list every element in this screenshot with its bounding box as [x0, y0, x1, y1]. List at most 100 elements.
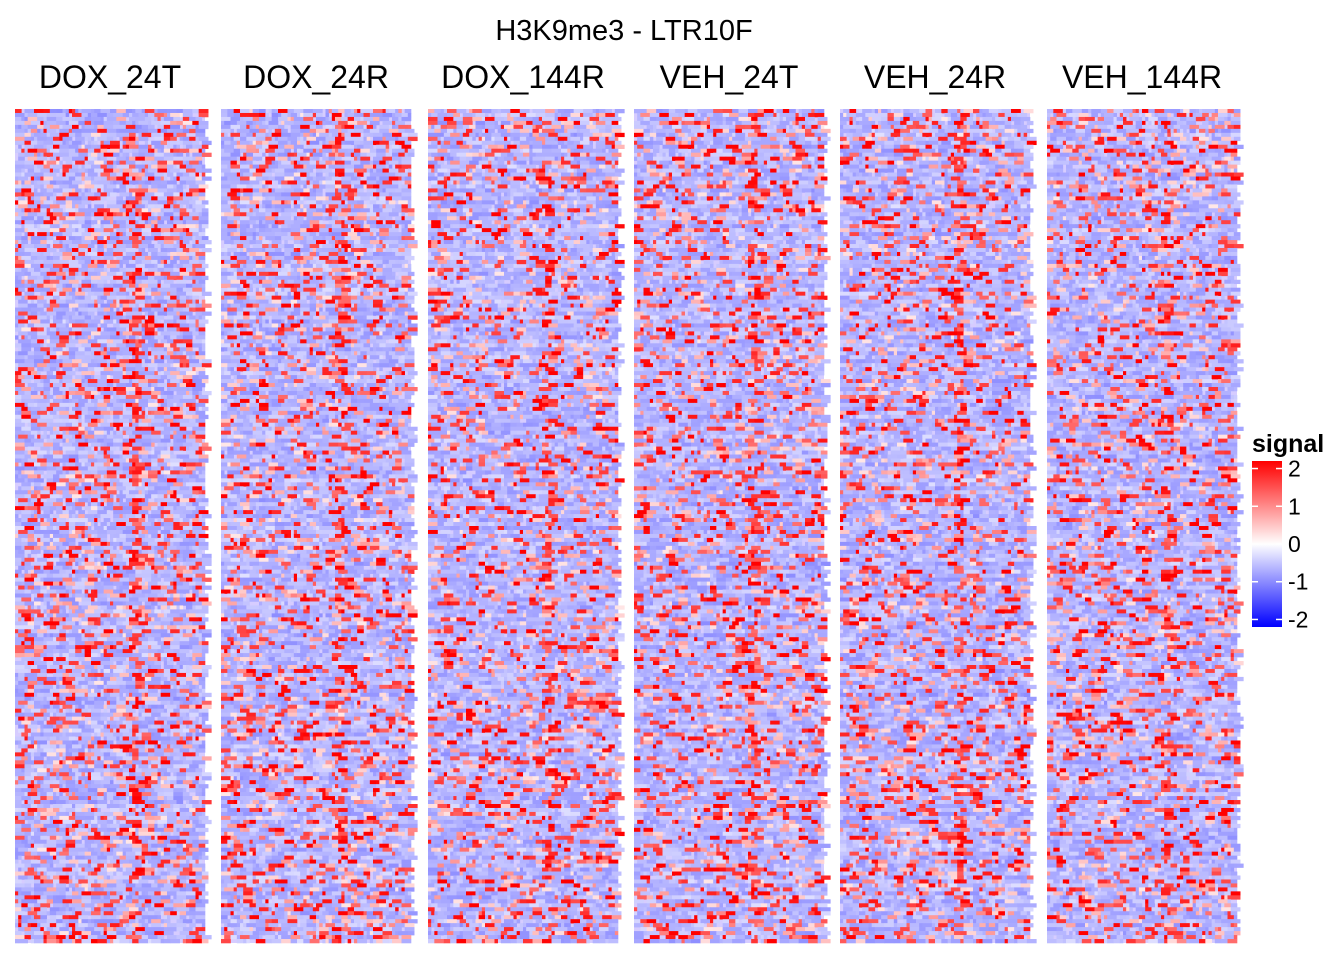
heatmap-cell — [199, 474, 206, 478]
heatmap-cell — [186, 387, 189, 391]
heatmap-cell — [123, 316, 126, 320]
heatmap-cell — [170, 284, 180, 288]
heatmap-cell — [164, 419, 174, 423]
heatmap-cell — [50, 451, 53, 455]
heatmap-cell — [31, 236, 38, 240]
heatmap-cell — [91, 486, 98, 490]
heatmap-cell — [88, 379, 98, 383]
heatmap-cell — [69, 478, 79, 482]
heatmap-cell — [47, 399, 50, 403]
heatmap-cell — [154, 387, 164, 391]
heatmap-cell — [25, 149, 28, 153]
heatmap-cell — [129, 466, 132, 470]
heatmap-cell — [129, 478, 132, 482]
heatmap-cell — [180, 407, 183, 411]
heatmap-cell — [145, 367, 148, 371]
heatmap-cell — [31, 419, 38, 423]
heatmap-cell — [158, 161, 168, 165]
heatmap-cell — [47, 419, 54, 423]
heatmap-cell — [135, 109, 142, 113]
heatmap-cell — [47, 331, 57, 335]
heatmap-cell — [91, 359, 94, 363]
heatmap-cell — [94, 323, 97, 327]
heatmap-cell — [15, 383, 25, 387]
heatmap-cell — [142, 212, 152, 216]
heatmap-cell — [199, 415, 209, 419]
heatmap-cell — [135, 462, 145, 466]
heatmap-cell — [47, 371, 50, 375]
heatmap-cell — [154, 192, 164, 196]
heatmap-cell — [56, 359, 59, 363]
heatmap-cell — [161, 133, 164, 137]
heatmap-cell — [101, 494, 111, 498]
heatmap-cell — [154, 224, 157, 228]
heatmap-cell — [161, 403, 168, 407]
heatmap-cell — [170, 125, 180, 129]
heatmap-cell — [167, 161, 174, 165]
heatmap-cell — [173, 522, 180, 526]
heatmap-cell — [126, 383, 133, 387]
heatmap-cell — [78, 363, 81, 367]
heatmap-cell — [129, 518, 139, 522]
heatmap-cell — [199, 490, 202, 494]
heatmap-cell — [183, 526, 193, 530]
heatmap-cell — [167, 490, 174, 494]
heatmap-cell — [88, 137, 91, 141]
heatmap-cell — [110, 534, 113, 538]
heatmap-cell — [75, 367, 78, 371]
heatmap-cell — [88, 308, 98, 312]
heatmap-cell — [56, 470, 63, 474]
heatmap-cell — [164, 177, 167, 181]
heatmap-cell — [59, 478, 69, 482]
heatmap-cell — [107, 212, 114, 216]
heatmap-cell — [173, 419, 176, 423]
heatmap-cell — [161, 470, 164, 474]
heatmap-cell — [126, 399, 136, 403]
heatmap-cell — [104, 169, 114, 173]
heatmap-cell — [50, 367, 57, 371]
heatmap-cell — [101, 447, 111, 451]
heatmap-cell — [18, 391, 25, 395]
heatmap-cell — [97, 379, 107, 383]
heatmap-cell — [192, 145, 195, 149]
heatmap-cell — [196, 224, 199, 228]
heatmap-cell — [202, 149, 205, 153]
heatmap-cell — [78, 367, 88, 371]
heatmap-cell — [53, 308, 63, 312]
heatmap-cell — [189, 184, 199, 188]
heatmap-cell — [142, 280, 149, 284]
heatmap-cell — [199, 470, 202, 474]
heatmap-cell — [116, 228, 123, 232]
heatmap-cell — [107, 208, 110, 212]
heatmap-cell — [199, 188, 206, 192]
heatmap-cell — [28, 276, 38, 280]
heatmap-cell — [161, 375, 168, 379]
heatmap-cell — [15, 292, 22, 296]
heatmap-cell — [123, 470, 130, 474]
heatmap-cell — [180, 502, 187, 506]
heatmap-cell — [85, 486, 92, 490]
heatmap-cell — [56, 331, 59, 335]
heatmap-cell — [50, 506, 57, 510]
heatmap-cell — [161, 117, 164, 121]
heatmap-cell — [94, 455, 104, 459]
heatmap-cell — [192, 204, 195, 208]
heatmap-cell — [37, 236, 47, 240]
heatmap-cell — [135, 292, 145, 296]
heatmap-cell — [47, 292, 54, 296]
heatmap-cell — [113, 518, 120, 522]
heatmap-cell — [75, 276, 85, 280]
heatmap-cell — [142, 514, 145, 518]
heatmap-cell — [183, 125, 186, 129]
heatmap-cell — [145, 415, 148, 419]
heatmap-cell — [120, 494, 127, 498]
heatmap-cell — [164, 236, 174, 240]
heatmap-cell — [173, 264, 176, 268]
heatmap-cell — [192, 490, 199, 494]
heatmap-cell — [53, 208, 63, 212]
heatmap-cell — [59, 173, 62, 177]
heatmap-cell — [25, 117, 28, 121]
heatmap-cell — [196, 300, 199, 304]
heatmap-cell — [199, 514, 202, 518]
heatmap-cell — [40, 268, 50, 272]
